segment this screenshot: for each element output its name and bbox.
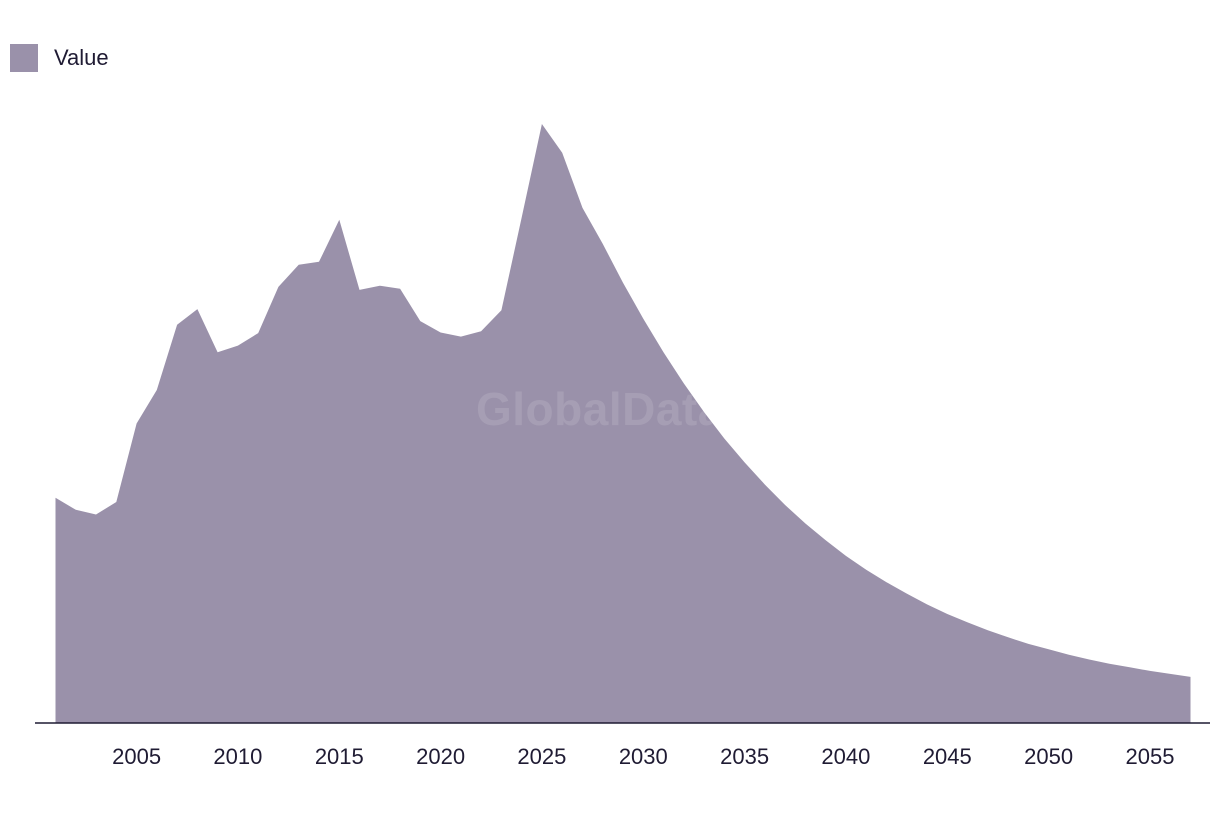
legend: Value bbox=[10, 44, 109, 72]
data-point bbox=[986, 628, 990, 632]
data-point bbox=[1189, 675, 1193, 679]
data-point bbox=[276, 285, 280, 289]
data-point bbox=[499, 308, 503, 312]
data-point bbox=[581, 206, 585, 210]
data-point bbox=[1107, 662, 1111, 666]
data-point bbox=[155, 388, 159, 392]
data-point bbox=[1148, 669, 1152, 673]
x-tick-label: 2005 bbox=[112, 744, 161, 769]
legend-label: Value bbox=[54, 45, 109, 70]
watermark: GlobalData bbox=[476, 383, 724, 435]
data-point bbox=[358, 288, 362, 292]
data-point bbox=[885, 580, 889, 584]
series-area-0 bbox=[55, 124, 1191, 723]
data-point bbox=[418, 319, 422, 323]
data-point bbox=[783, 503, 787, 507]
data-point bbox=[945, 612, 949, 616]
x-tick-label: 2025 bbox=[517, 744, 566, 769]
x-tick-label: 2040 bbox=[821, 744, 870, 769]
data-point bbox=[1006, 635, 1010, 639]
data-point bbox=[905, 592, 909, 596]
data-point bbox=[297, 263, 301, 267]
data-point bbox=[94, 513, 98, 517]
data-point bbox=[439, 331, 443, 335]
data-point bbox=[195, 307, 199, 311]
x-tick-label: 2020 bbox=[416, 744, 465, 769]
data-point bbox=[1047, 647, 1051, 651]
data-point bbox=[1128, 665, 1132, 669]
data-point bbox=[621, 281, 625, 285]
data-point bbox=[175, 323, 179, 327]
data-point bbox=[54, 496, 58, 500]
data-point bbox=[560, 151, 564, 155]
data-point bbox=[337, 218, 341, 222]
data-point bbox=[236, 344, 240, 348]
data-point bbox=[540, 122, 544, 126]
data-point bbox=[378, 284, 382, 288]
data-point bbox=[1067, 653, 1071, 657]
x-tick-label: 2050 bbox=[1024, 744, 1073, 769]
x-tick-label: 2010 bbox=[213, 744, 262, 769]
data-point bbox=[216, 350, 220, 354]
data-point bbox=[662, 350, 666, 354]
data-point bbox=[398, 287, 402, 291]
data-point bbox=[114, 500, 118, 504]
data-point bbox=[1087, 658, 1091, 662]
x-tick-label: 2030 bbox=[619, 744, 668, 769]
data-point bbox=[74, 508, 78, 512]
data-point bbox=[520, 215, 524, 219]
x-tick-label: 2045 bbox=[923, 744, 972, 769]
data-point bbox=[824, 538, 828, 542]
data-point bbox=[479, 329, 483, 333]
x-tick-label: 2015 bbox=[315, 744, 364, 769]
data-point bbox=[966, 620, 970, 624]
data-point bbox=[803, 522, 807, 526]
data-point bbox=[601, 242, 605, 246]
x-tick-label: 2035 bbox=[720, 744, 769, 769]
data-point bbox=[743, 460, 747, 464]
data-point bbox=[1168, 672, 1172, 676]
legend-swatch bbox=[10, 44, 38, 72]
data-point bbox=[722, 437, 726, 441]
data-point bbox=[317, 260, 321, 264]
x-tick-label: 2055 bbox=[1126, 744, 1175, 769]
data-point bbox=[459, 335, 463, 339]
area-layer bbox=[54, 122, 1193, 723]
data-point bbox=[135, 422, 139, 426]
data-point bbox=[864, 568, 868, 572]
data-point bbox=[925, 602, 929, 606]
data-point bbox=[641, 317, 645, 321]
data-point bbox=[1026, 642, 1030, 646]
data-point bbox=[256, 331, 260, 335]
data-point bbox=[844, 554, 848, 558]
x-tick-labels: 2005 2010 2015 2020 2025 2030 2035 2040 2045 2050… bbox=[112, 744, 1174, 769]
data-point bbox=[763, 483, 767, 487]
